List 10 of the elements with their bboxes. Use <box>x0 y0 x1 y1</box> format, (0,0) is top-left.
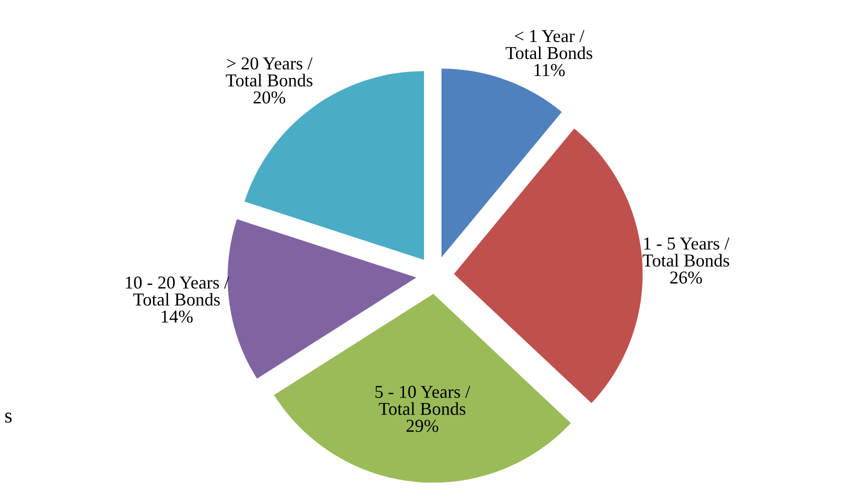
data-label: 11% <box>534 64 565 76</box>
text: s <box>5 412 12 423</box>
slice-label: > 20 Years / Total Bonds <box>226 57 313 87</box>
data-label: 26% <box>670 271 702 284</box>
data-label: 29% <box>406 420 438 432</box>
slice-label: 5 - 10 Years / Total Bonds <box>375 386 470 415</box>
data-label: 20% <box>254 91 286 104</box>
data-label: 14% <box>162 310 193 323</box>
slice-label: < 1 Year / Total Bonds <box>506 30 592 60</box>
slice-label: 1 - 5 Years / Total Bonds <box>642 238 730 267</box>
